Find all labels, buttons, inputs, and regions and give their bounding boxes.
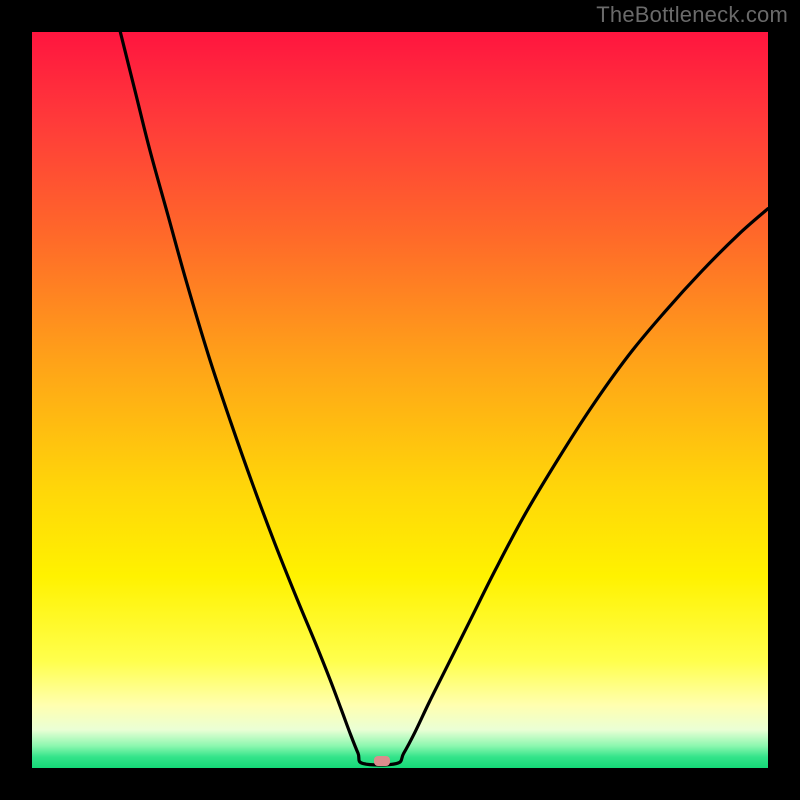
chart-plot-area	[32, 32, 768, 768]
chart-min-marker	[374, 756, 390, 766]
chart-gradient-background	[32, 32, 768, 768]
watermark-label: TheBottleneck.com	[596, 2, 788, 28]
